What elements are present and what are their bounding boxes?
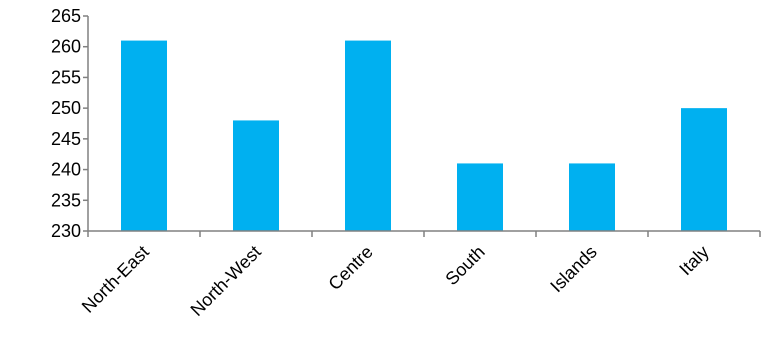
x-category-label: South	[441, 242, 488, 289]
bar-centre	[345, 40, 391, 232]
y-tick-label: 260	[51, 37, 81, 57]
y-tick-label: 230	[51, 221, 81, 241]
bar-islands	[569, 163, 615, 231]
y-tick-label: 265	[51, 6, 81, 26]
bar-italy	[681, 108, 727, 231]
x-category-label: North-East	[78, 242, 153, 317]
bar-north-west	[233, 120, 279, 231]
y-tick-label: 235	[51, 190, 81, 210]
bars-group	[121, 40, 727, 232]
y-tick-label: 250	[51, 98, 81, 118]
y-tick-label: 245	[51, 129, 81, 149]
y-tick-label: 240	[51, 160, 81, 180]
bar-north-east	[121, 40, 167, 232]
x-ticks-group: North-East North-West Centre South Islands It…	[78, 231, 761, 320]
bar-south	[457, 163, 503, 231]
y-ticks-group: 230 235 240 245 250 255 260 265	[51, 6, 88, 241]
y-tick-label: 255	[51, 67, 81, 87]
x-category-label: Centre	[324, 242, 376, 294]
x-category-label: Italy	[675, 242, 712, 279]
x-category-label: Islands	[546, 242, 600, 296]
x-category-label: North-West	[187, 242, 265, 320]
